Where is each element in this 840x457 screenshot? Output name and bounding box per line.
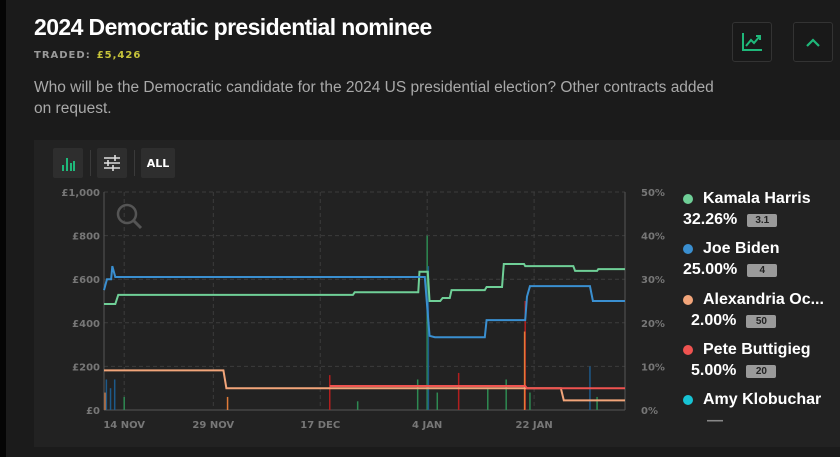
- y-right-tick-label: 40%: [641, 232, 665, 243]
- bar-chart-icon: [62, 158, 75, 171]
- y-right-tick-label: 50%: [641, 188, 665, 199]
- price-badge: 3.1: [747, 213, 778, 227]
- legend-item[interactable]: Alexandria Oc... 2.00% 50: [683, 291, 824, 330]
- legend-dot-icon: [683, 395, 693, 405]
- price-badge: 20: [746, 364, 777, 378]
- candidate-probability: 2.00%: [691, 312, 737, 329]
- trending-chart-icon: [742, 33, 762, 51]
- traded-label: TRADED:: [34, 50, 91, 61]
- legend-dot-icon: [683, 345, 693, 355]
- page-title: 2024 Democratic presidential nominee: [34, 14, 432, 40]
- left-edge: [0, 0, 6, 457]
- candidate-name: Pete Buttigieg: [703, 341, 811, 358]
- y-right-tick-label: 0%: [641, 406, 658, 417]
- price-badge: 50: [746, 314, 777, 328]
- x-tick-label: 14 NOV: [103, 420, 145, 431]
- y-left-tick-label: £0: [86, 406, 100, 417]
- candidate-probability: 32.26%: [683, 211, 738, 228]
- market-description: Who will be the Democratic candidate for…: [34, 79, 714, 117]
- legend-dot-icon: [683, 244, 693, 254]
- x-tick-label: 29 NOV: [192, 420, 234, 431]
- legend-item[interactable]: Joe Biden 25.00% 4: [683, 240, 779, 279]
- y-right-tick-label: 30%: [641, 275, 665, 286]
- candidate-name: Kamala Harris: [703, 190, 811, 207]
- chevron-up-icon: [806, 38, 820, 47]
- candidate-probability: 25.00%: [683, 261, 738, 278]
- collapse-button[interactable]: [793, 22, 833, 62]
- traded-volume: TRADED: £5,426: [34, 50, 141, 61]
- y-right-tick-label: 20%: [641, 319, 665, 330]
- volume-toggle-button[interactable]: [53, 148, 83, 178]
- sliders-icon: [104, 155, 120, 171]
- legend-item[interactable]: Pete Buttigieg 5.00% 20: [683, 341, 811, 380]
- legend-item[interactable]: Amy Klobuchar —: [683, 391, 821, 430]
- traded-value: £5,426: [96, 50, 142, 61]
- legend-dot-icon: [683, 194, 693, 204]
- candidate-name: Joe Biden: [703, 240, 780, 257]
- legend-dot-icon: [683, 295, 693, 305]
- series-line-pete-buttigieg: [329, 385, 625, 390]
- x-tick-label: 4 JAN: [412, 420, 442, 431]
- price-badge: 4: [747, 263, 778, 277]
- candidate-probability: 5.00%: [691, 362, 737, 379]
- y-left-tick-label: £200: [72, 362, 100, 373]
- series-line-joe-biden: [103, 265, 625, 339]
- x-tick-label: 17 DEC: [300, 420, 340, 431]
- candidate-probability: —: [707, 412, 723, 429]
- legend-item[interactable]: Kamala Harris 32.26% 3.1: [683, 190, 811, 229]
- candidate-name: Amy Klobuchar: [703, 391, 822, 408]
- range-all-button[interactable]: ALL: [141, 148, 175, 178]
- x-tick-label: 22 JAN: [515, 420, 552, 431]
- y-left-tick-label: £800: [72, 232, 100, 243]
- y-left-tick-label: £600: [72, 275, 100, 286]
- chart-toggle-button[interactable]: [732, 22, 772, 62]
- y-right-tick-label: 10%: [641, 362, 665, 373]
- series-line-alexandria-ocasio-cortez: [104, 369, 625, 402]
- toolbar-divider: [90, 150, 91, 176]
- filter-settings-button[interactable]: [97, 148, 127, 178]
- y-left-tick-label: £1,000: [61, 188, 100, 199]
- candidate-name: Alexandria Oc...: [703, 291, 824, 308]
- y-left-tick-label: £400: [72, 319, 100, 330]
- series-line-kamala-harris: [104, 262, 625, 306]
- zoom-icon[interactable]: [116, 203, 143, 230]
- toolbar-divider: [134, 150, 135, 176]
